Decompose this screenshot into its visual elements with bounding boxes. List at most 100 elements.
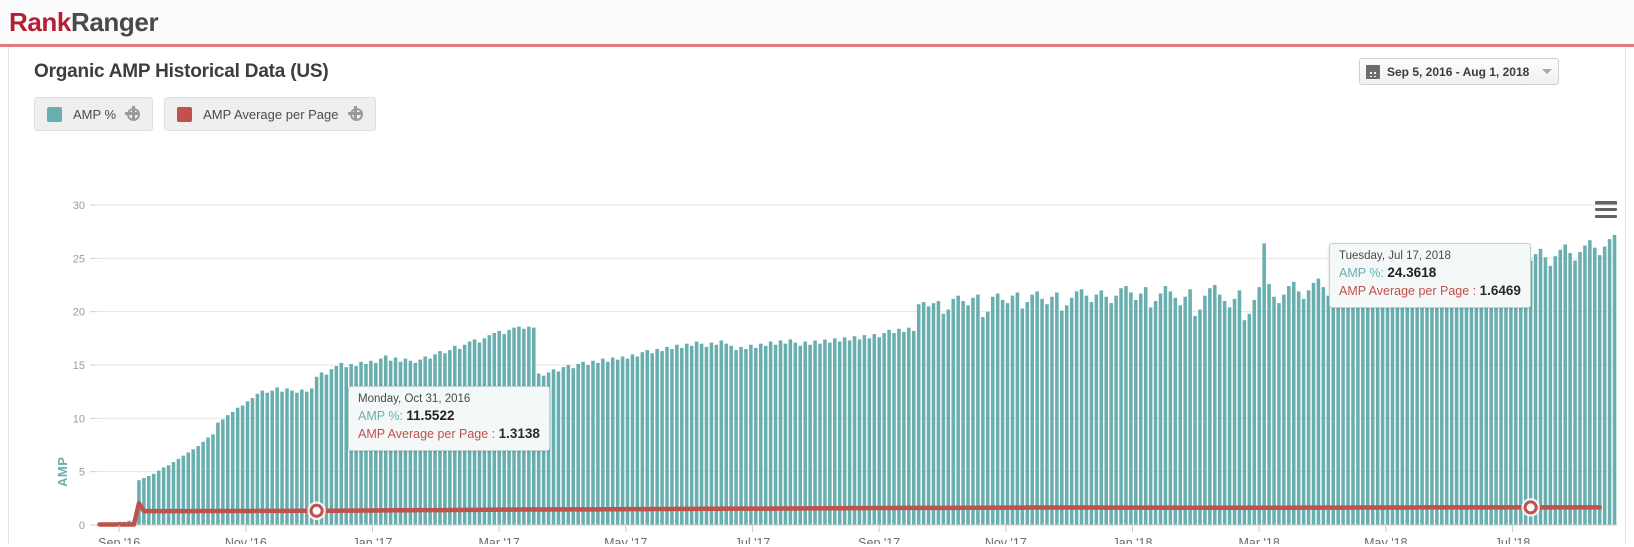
chart-bar[interactable] <box>724 343 728 525</box>
chart-bar[interactable] <box>151 473 156 525</box>
chart-bar[interactable] <box>1548 265 1553 525</box>
chart-bar[interactable] <box>936 301 941 525</box>
chart-bar[interactable] <box>1257 287 1261 525</box>
hamburger-menu-icon[interactable] <box>1595 201 1617 218</box>
chart-bar[interactable] <box>304 391 309 525</box>
chart-bar[interactable] <box>1282 294 1286 525</box>
chart-bar[interactable] <box>1538 248 1543 526</box>
chart-bar[interactable] <box>1356 283 1360 525</box>
chart-bar[interactable] <box>680 347 684 525</box>
chart-bar[interactable] <box>1583 245 1587 525</box>
chart-bar[interactable] <box>1499 274 1503 525</box>
chart-bar[interactable] <box>734 350 738 525</box>
chart-bar[interactable] <box>1055 292 1059 525</box>
chart-bar[interactable] <box>319 372 324 525</box>
chart-bar[interactable] <box>196 446 200 525</box>
chart-bar[interactable] <box>1129 292 1133 525</box>
chart-bar[interactable] <box>704 346 709 525</box>
chart-bar[interactable] <box>1010 295 1015 525</box>
chart-bar[interactable] <box>581 361 585 525</box>
chart-bar[interactable] <box>1301 298 1306 525</box>
chart-bar[interactable] <box>1326 295 1331 525</box>
chart-bar[interactable] <box>1193 315 1197 525</box>
chart-bar[interactable] <box>1425 283 1429 525</box>
chart-bar[interactable] <box>1514 253 1518 525</box>
chart-bar[interactable] <box>1553 256 1558 525</box>
chart-bar[interactable] <box>1454 272 1459 525</box>
chart-bar[interactable] <box>1563 244 1567 525</box>
chart-bar[interactable] <box>719 340 724 525</box>
chart-bar[interactable] <box>329 369 334 525</box>
chart-bar[interactable] <box>1138 293 1143 525</box>
chart-bar[interactable] <box>1267 283 1271 525</box>
legend-item-amp-average-per-page[interactable]: AMP Average per Page <box>164 97 376 131</box>
chart-bar[interactable] <box>1079 289 1084 525</box>
chart-bar[interactable] <box>1400 286 1405 525</box>
chart-bar[interactable] <box>1518 261 1523 525</box>
chart-bar[interactable] <box>655 349 659 525</box>
chart-bar[interactable] <box>645 350 650 525</box>
chart-bar[interactable] <box>1114 295 1118 525</box>
chart-line-series[interactable] <box>97 500 1602 527</box>
chart-bar[interactable] <box>1064 305 1069 525</box>
gear-icon[interactable] <box>125 105 141 121</box>
chart-bar[interactable] <box>670 349 674 525</box>
chart-bar[interactable] <box>280 391 284 525</box>
chart-bar[interactable] <box>1385 275 1390 525</box>
chart-bar[interactable] <box>699 343 704 525</box>
chart-bar[interactable] <box>1208 288 1212 525</box>
chart-bar[interactable] <box>739 346 743 525</box>
chart-bar[interactable] <box>887 329 891 525</box>
chart-bar[interactable] <box>1222 301 1227 525</box>
chart-bar[interactable] <box>842 337 847 525</box>
chart-bar[interactable] <box>1415 267 1419 525</box>
chart-bar[interactable] <box>1272 296 1276 525</box>
chart-bar[interactable] <box>1459 265 1464 525</box>
chart-bar[interactable] <box>1104 296 1108 525</box>
chart-bar[interactable] <box>981 317 985 525</box>
chart-data-point-marker[interactable] <box>309 503 324 518</box>
chart-bar[interactable] <box>847 340 852 525</box>
chart-bar[interactable] <box>324 374 329 525</box>
chart-bar[interactable] <box>1168 291 1173 525</box>
chart-bar[interactable] <box>1198 309 1202 525</box>
chart-bar[interactable] <box>615 359 620 525</box>
chart-bar[interactable] <box>1040 298 1044 525</box>
chart-bar[interactable] <box>976 294 980 525</box>
chart-bar[interactable] <box>571 368 576 525</box>
chart-bar[interactable] <box>1390 271 1395 525</box>
chart-bar[interactable] <box>1237 290 1242 525</box>
chart-bar[interactable] <box>1109 303 1113 525</box>
chart-bar[interactable] <box>1612 234 1617 525</box>
chart-bar[interactable] <box>1543 257 1548 525</box>
date-range-picker[interactable]: Sep 5, 2016 - Aug 1, 2018 <box>1359 58 1559 85</box>
chart-bar[interactable] <box>818 343 822 525</box>
chart-bar[interactable] <box>606 361 610 525</box>
chart-bar[interactable] <box>1060 310 1064 525</box>
chart-bar[interactable] <box>956 295 960 525</box>
chart-bar[interactable] <box>689 345 694 525</box>
chart-bar[interactable] <box>892 333 896 525</box>
chart-bar[interactable] <box>1533 254 1538 525</box>
chart-bar[interactable] <box>1099 290 1104 525</box>
chart-bar[interactable] <box>1593 247 1597 526</box>
chart-bar[interactable] <box>813 340 817 525</box>
chart-bar[interactable] <box>1163 286 1168 525</box>
chart-bar[interactable] <box>798 345 803 525</box>
chart-bar[interactable] <box>921 302 926 525</box>
chart-bar[interactable] <box>1000 299 1005 525</box>
chart-bar[interactable] <box>714 344 719 525</box>
chart-bar[interactable] <box>260 390 265 525</box>
chart-bar[interactable] <box>1291 281 1296 525</box>
amp-historical-chart[interactable]: 0 5 10 15 20 25 30 Sep '16 Nov '16 Jan '17 Mar '17… <box>9 187 1625 544</box>
chart-bar[interactable] <box>1341 276 1345 525</box>
chart-bar[interactable] <box>867 338 872 525</box>
chart-bar[interactable] <box>1074 291 1079 525</box>
chart-bar[interactable] <box>1232 298 1237 525</box>
chart-bar[interactable] <box>1316 278 1321 525</box>
chart-bar[interactable] <box>951 298 956 525</box>
chart-bar[interactable] <box>1597 255 1602 525</box>
chart-bar[interactable] <box>1173 297 1178 525</box>
chart-bar[interactable] <box>171 462 176 525</box>
chart-bar[interactable] <box>240 405 245 525</box>
